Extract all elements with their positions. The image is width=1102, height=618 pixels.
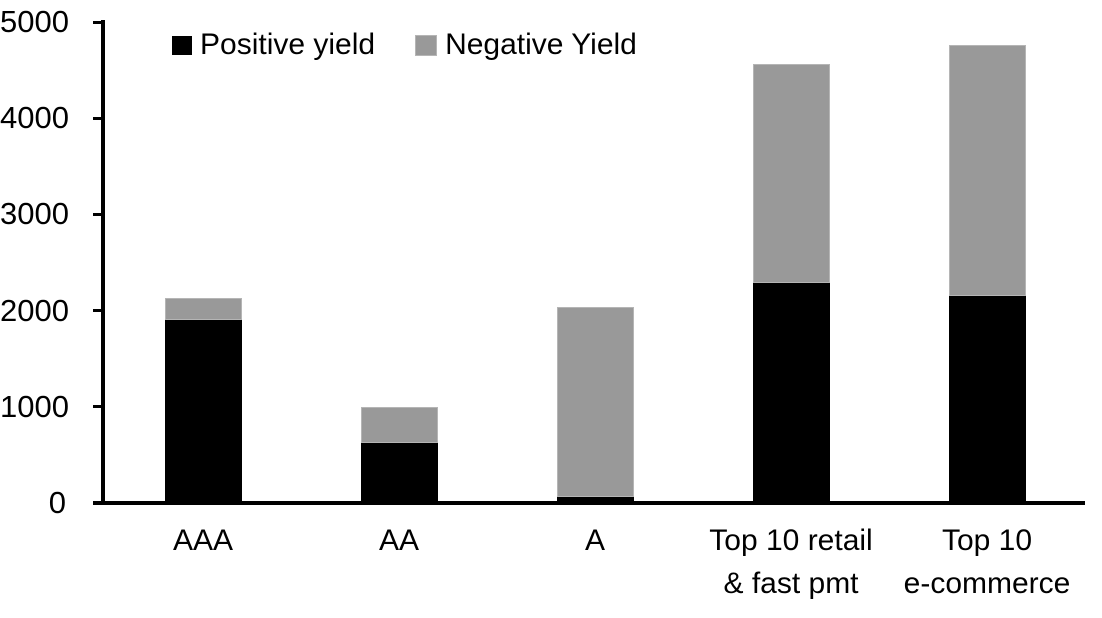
y-axis-tick-label-4000: 4000 xyxy=(0,100,69,136)
y-axis-tick-1000 xyxy=(93,405,105,409)
positive-yield-swatch xyxy=(172,35,192,55)
y-axis-tick-2000 xyxy=(93,309,105,313)
bar-top-10-retail-fast-pmt-negative-yield xyxy=(752,64,830,283)
bar-top-10-e-commerce-negative-yield xyxy=(948,45,1026,297)
y-axis-tick-label-0: 0 xyxy=(48,485,66,520)
bar-aa-negative-yield xyxy=(360,406,438,444)
negative-yield-swatch xyxy=(415,34,438,56)
chart-legend: Positive yield Negative Yield xyxy=(172,28,637,62)
positive-yield-legend-label: Positive yield xyxy=(200,28,376,61)
legend-item-positive-yield: Positive yield xyxy=(172,28,375,62)
x-axis xyxy=(93,501,1085,505)
x-axis-label-top-10-retail-fast-pmt: Top 10 retail & fast pmt xyxy=(709,524,873,600)
bar-a-negative-yield xyxy=(556,306,634,498)
legend-item-negative-yield: Negative Yield xyxy=(415,28,637,62)
y-axis-tick-label-5000: 5000 xyxy=(0,4,69,39)
bar-aa-positive-yield xyxy=(360,443,438,503)
x-axis-label-a: A xyxy=(584,524,605,557)
y-axis-tick-label-1000: 1000 xyxy=(0,388,69,424)
y-axis-tick-4000 xyxy=(93,116,105,120)
bar-top-10-e-commerce-positive-yield xyxy=(948,296,1026,503)
x-axis-label-aa: AA xyxy=(378,524,420,557)
y-axis-tick-5000 xyxy=(93,20,105,24)
bar-top-10-retail-fast-pmt-positive-yield xyxy=(752,282,830,503)
x-axis-label-aaa: AAA xyxy=(172,524,234,557)
x-axis-label-top-10-e-commerce: Top 10 e-commerce xyxy=(903,524,1071,600)
y-axis-tick-label-2000: 2000 xyxy=(0,292,69,328)
bar-aaa-negative-yield xyxy=(164,298,242,321)
y-axis xyxy=(101,20,105,505)
y-axis-tick-label-3000: 3000 xyxy=(0,196,69,232)
bar-a-positive-yield xyxy=(556,497,634,503)
bar-aaa-positive-yield xyxy=(164,320,242,503)
y-axis-tick-3000 xyxy=(93,212,105,216)
negative-yield-legend-label: Negative Yield xyxy=(445,28,637,61)
